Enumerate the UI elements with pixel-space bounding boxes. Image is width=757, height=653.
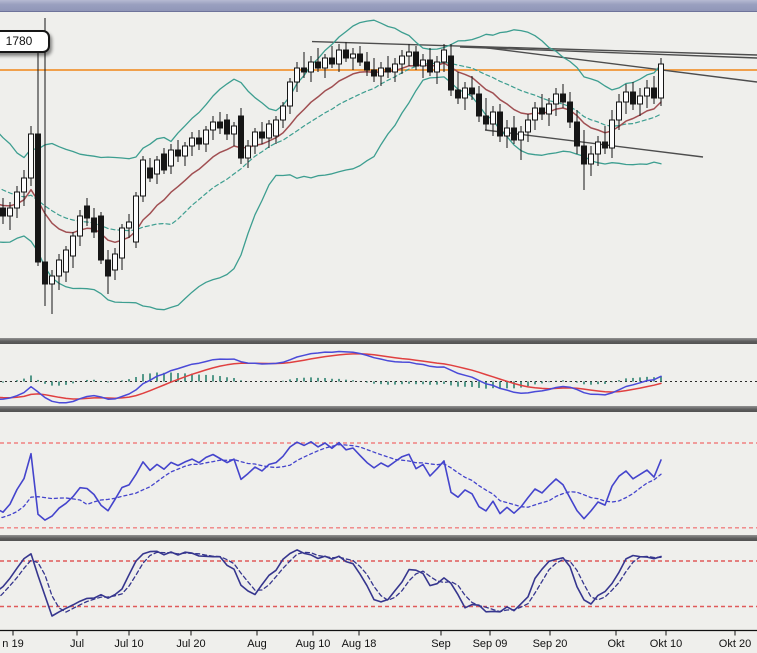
time-axis: n 19 Jul Jul 10 Jul 20 Aug Aug 10 Aug 18 Sep Sep… <box>0 629 757 650</box>
bollinger-upper-band <box>0 19 662 160</box>
oscillator-signal-line <box>0 443 662 519</box>
panel-divider-1[interactable] <box>0 338 757 344</box>
bollinger-lower-band <box>0 76 662 311</box>
time-axis-label: Okt 10 <box>650 638 682 650</box>
moving-average-line <box>0 62 662 244</box>
trendline-1[interactable] <box>311 40 757 56</box>
time-axis-label: Aug 18 <box>342 638 377 650</box>
time-axis-label: Aug 10 <box>296 638 331 650</box>
price-alert-text: 1780 <box>5 34 33 48</box>
time-axis-label: Okt 20 <box>719 638 751 650</box>
bollinger-middle-band <box>0 61 662 232</box>
time-axis-label: Jul 20 <box>176 638 205 650</box>
time-axis-label: Sep 20 <box>533 638 568 650</box>
macd-line <box>0 350 662 404</box>
time-axis-label: n 19 <box>2 638 23 650</box>
window-title-bar[interactable] <box>0 0 757 12</box>
price-alert-label[interactable]: 1780 <box>0 30 50 53</box>
time-axis-label: Jul <box>70 638 84 650</box>
time-axis-label: Sep 09 <box>473 638 508 650</box>
time-axis-label: Aug <box>247 638 267 650</box>
trendline-3[interactable] <box>479 46 757 83</box>
candles-group <box>0 18 664 314</box>
oscillator-panel[interactable] <box>0 440 757 529</box>
stochastic-k-line <box>0 549 662 617</box>
macd-panel[interactable] <box>0 350 757 404</box>
macd-histogram <box>2 372 662 389</box>
oscillator-main-line <box>0 440 662 521</box>
panel-divider-3[interactable] <box>0 535 757 541</box>
macd-signal-line <box>0 353 662 400</box>
stochastic-panel[interactable] <box>0 549 757 617</box>
time-axis-label: Jul 10 <box>114 638 143 650</box>
price-panel[interactable] <box>0 18 757 314</box>
time-axis-label: Sep <box>431 638 451 650</box>
time-axis-label: Okt <box>607 638 624 650</box>
trendline-4[interactable] <box>484 129 704 158</box>
panel-divider-2[interactable] <box>0 406 757 412</box>
trendline-2[interactable] <box>459 46 757 59</box>
